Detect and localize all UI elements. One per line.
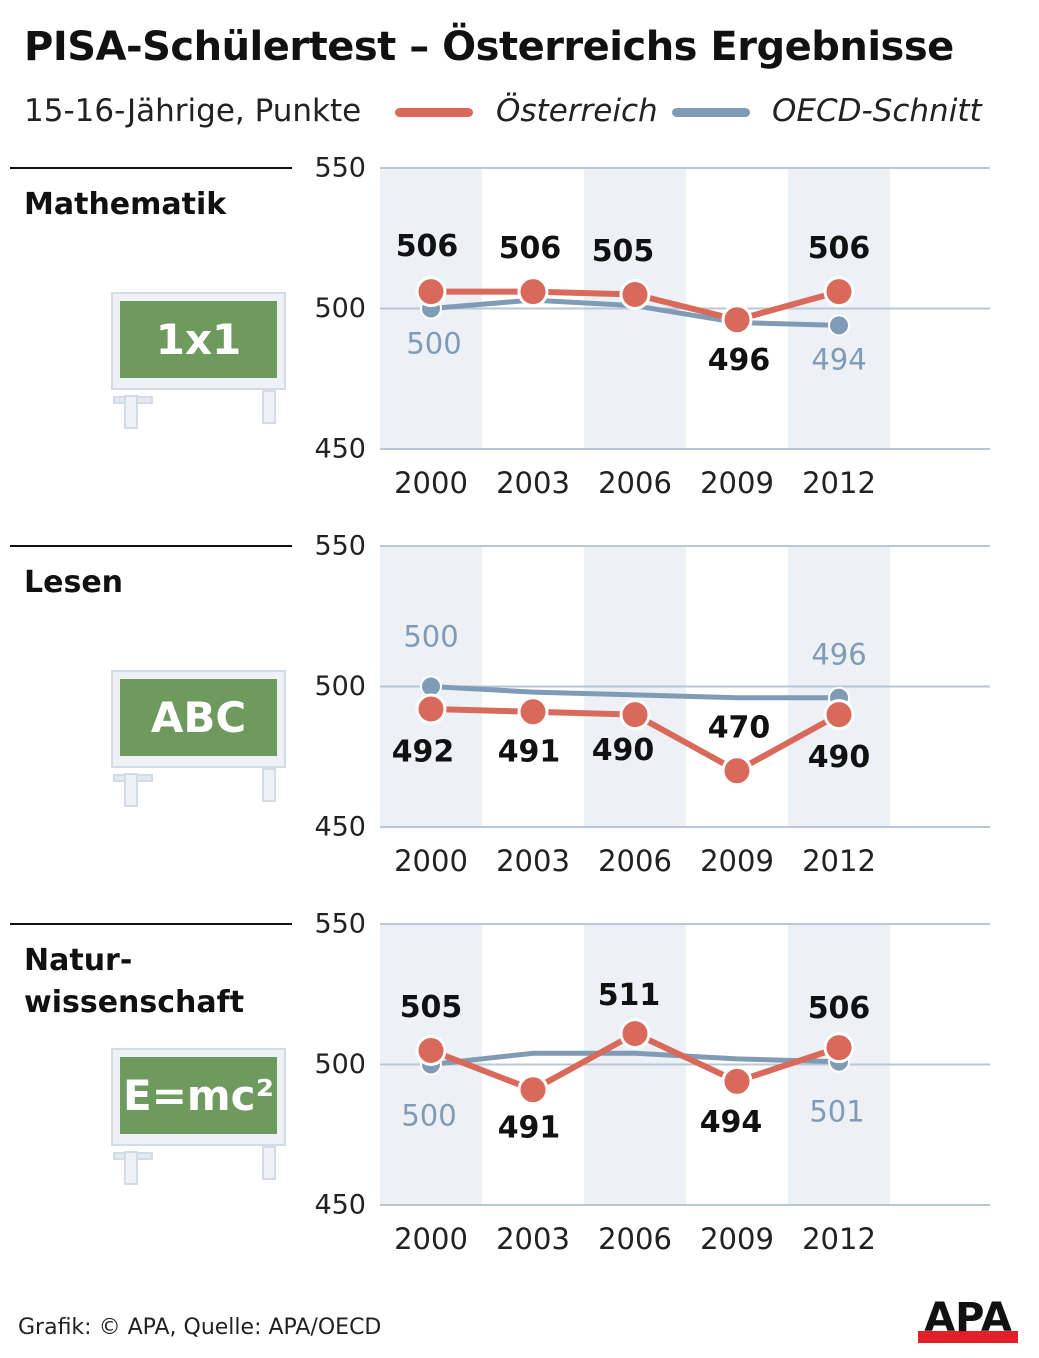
source-credit: Grafik: © APA, Quelle: APA/OECD bbox=[18, 1315, 382, 1340]
panel-title-text: wissenschaft bbox=[24, 985, 245, 1020]
board-text: 1x1 bbox=[120, 301, 277, 378]
austria-point bbox=[517, 696, 549, 728]
y-tick-label: 500 bbox=[314, 1049, 366, 1080]
chart-panel-1: 450 500 550 2000 2003 2006 2009 2012 492 491 490 47… bbox=[314, 531, 990, 878]
austria-point bbox=[517, 276, 549, 308]
x-tick-label: 2009 bbox=[700, 466, 774, 500]
austria-point bbox=[415, 693, 447, 725]
oecd-line bbox=[430, 1050, 840, 1067]
svg-text:APA: APA bbox=[924, 1298, 1012, 1341]
x-tick-label: 2000 bbox=[394, 844, 468, 878]
apa-logo: APA bbox=[918, 1298, 1018, 1343]
austria-data-label: 491 bbox=[498, 1110, 561, 1145]
austria-point bbox=[619, 699, 651, 731]
x-tick-label: 2003 bbox=[496, 844, 570, 878]
y-tick-label: 450 bbox=[314, 812, 366, 843]
page-title: PISA-Schülertest – Österreichs Ergebniss… bbox=[24, 24, 954, 70]
austria-point bbox=[721, 1065, 753, 1097]
y-tick-label: 500 bbox=[314, 293, 366, 324]
legend-label-oecd: OECD-Schnitt bbox=[772, 93, 982, 129]
austria-point bbox=[415, 1034, 447, 1066]
chart-panel-2: 450 500 550 2000 2003 2006 2009 2012 505 491 511 49… bbox=[314, 909, 990, 1256]
austria-data-label: 492 bbox=[392, 734, 455, 769]
austria-point bbox=[721, 304, 753, 336]
austria-point bbox=[619, 278, 651, 310]
austria-data-label: 511 bbox=[598, 978, 661, 1013]
panel-divider bbox=[10, 545, 292, 547]
oecd-line bbox=[430, 684, 839, 701]
y-tick-label: 550 bbox=[314, 531, 366, 562]
x-tick-label: 2006 bbox=[598, 466, 672, 500]
austria-point bbox=[517, 1074, 549, 1106]
austria-data-label: 490 bbox=[592, 733, 655, 768]
oecd-data-label: 496 bbox=[811, 638, 866, 672]
austria-data-label: 506 bbox=[808, 991, 871, 1026]
x-tick-label: 2009 bbox=[700, 1222, 774, 1256]
y-tick-label: 450 bbox=[314, 434, 366, 465]
panel-title-text: Lesen bbox=[24, 565, 124, 600]
oecd-data-label: 500 bbox=[401, 1099, 456, 1133]
x-tick-label: 2012 bbox=[802, 844, 876, 878]
oecd-data-label: 501 bbox=[809, 1095, 864, 1129]
x-tick-label: 2012 bbox=[802, 466, 876, 500]
oecd-data-label: 494 bbox=[811, 342, 866, 376]
panel-title-text: Mathematik bbox=[24, 187, 227, 222]
austria-data-label: 470 bbox=[708, 710, 771, 745]
austria-data-label: 494 bbox=[700, 1105, 763, 1140]
board-text: ABC bbox=[120, 679, 277, 756]
legend-swatch-oecd bbox=[672, 108, 750, 117]
panel-divider bbox=[10, 923, 292, 925]
austria-point bbox=[415, 276, 447, 308]
chart-panel-0: 450 500 550 2000 2003 2006 2009 2012 506 506 505 49… bbox=[314, 153, 990, 500]
oecd-data-label: 500 bbox=[403, 620, 458, 654]
legend-label-austria: Österreich bbox=[496, 93, 658, 129]
austria-data-label: 506 bbox=[499, 231, 562, 266]
austria-data-label: 506 bbox=[396, 229, 459, 264]
oecd-data-label: 500 bbox=[406, 327, 461, 361]
y-tick-label: 450 bbox=[314, 1190, 366, 1221]
y-tick-label: 550 bbox=[314, 153, 366, 184]
x-tick-label: 2006 bbox=[598, 844, 672, 878]
subtitle: 15-16-Jährige, Punkte bbox=[24, 93, 362, 129]
board-text: E=mc² bbox=[120, 1057, 277, 1134]
panel-title-math: Mathematik bbox=[24, 184, 226, 226]
legend-swatch-austria bbox=[395, 108, 473, 117]
austria-point bbox=[619, 1018, 651, 1050]
panel-title-reading: Lesen bbox=[24, 562, 123, 604]
x-tick-label: 2009 bbox=[700, 844, 774, 878]
panel-divider bbox=[10, 167, 292, 169]
x-tick-label: 2006 bbox=[598, 1222, 672, 1256]
x-tick-label: 2000 bbox=[394, 466, 468, 500]
x-tick-label: 2003 bbox=[496, 1222, 570, 1256]
x-tick-label: 2003 bbox=[496, 466, 570, 500]
austria-data-label: 490 bbox=[808, 740, 871, 775]
y-tick-label: 550 bbox=[314, 909, 366, 940]
panel-title-text: Natur- bbox=[24, 943, 133, 978]
y-tick-label: 500 bbox=[314, 671, 366, 702]
austria-data-label: 506 bbox=[808, 231, 871, 266]
panel-title-science: Natur-wissenschaft bbox=[24, 940, 244, 1024]
austria-point bbox=[721, 755, 753, 787]
austria-point bbox=[823, 699, 855, 731]
austria-data-label: 491 bbox=[498, 734, 561, 769]
x-tick-label: 2012 bbox=[802, 1222, 876, 1256]
austria-point bbox=[823, 276, 855, 308]
austria-data-label: 505 bbox=[400, 990, 463, 1025]
austria-data-label: 496 bbox=[708, 343, 771, 378]
austria-point bbox=[823, 1032, 855, 1064]
austria-data-label: 505 bbox=[592, 234, 655, 269]
oecd-point bbox=[828, 314, 850, 337]
x-tick-label: 2000 bbox=[394, 1222, 468, 1256]
